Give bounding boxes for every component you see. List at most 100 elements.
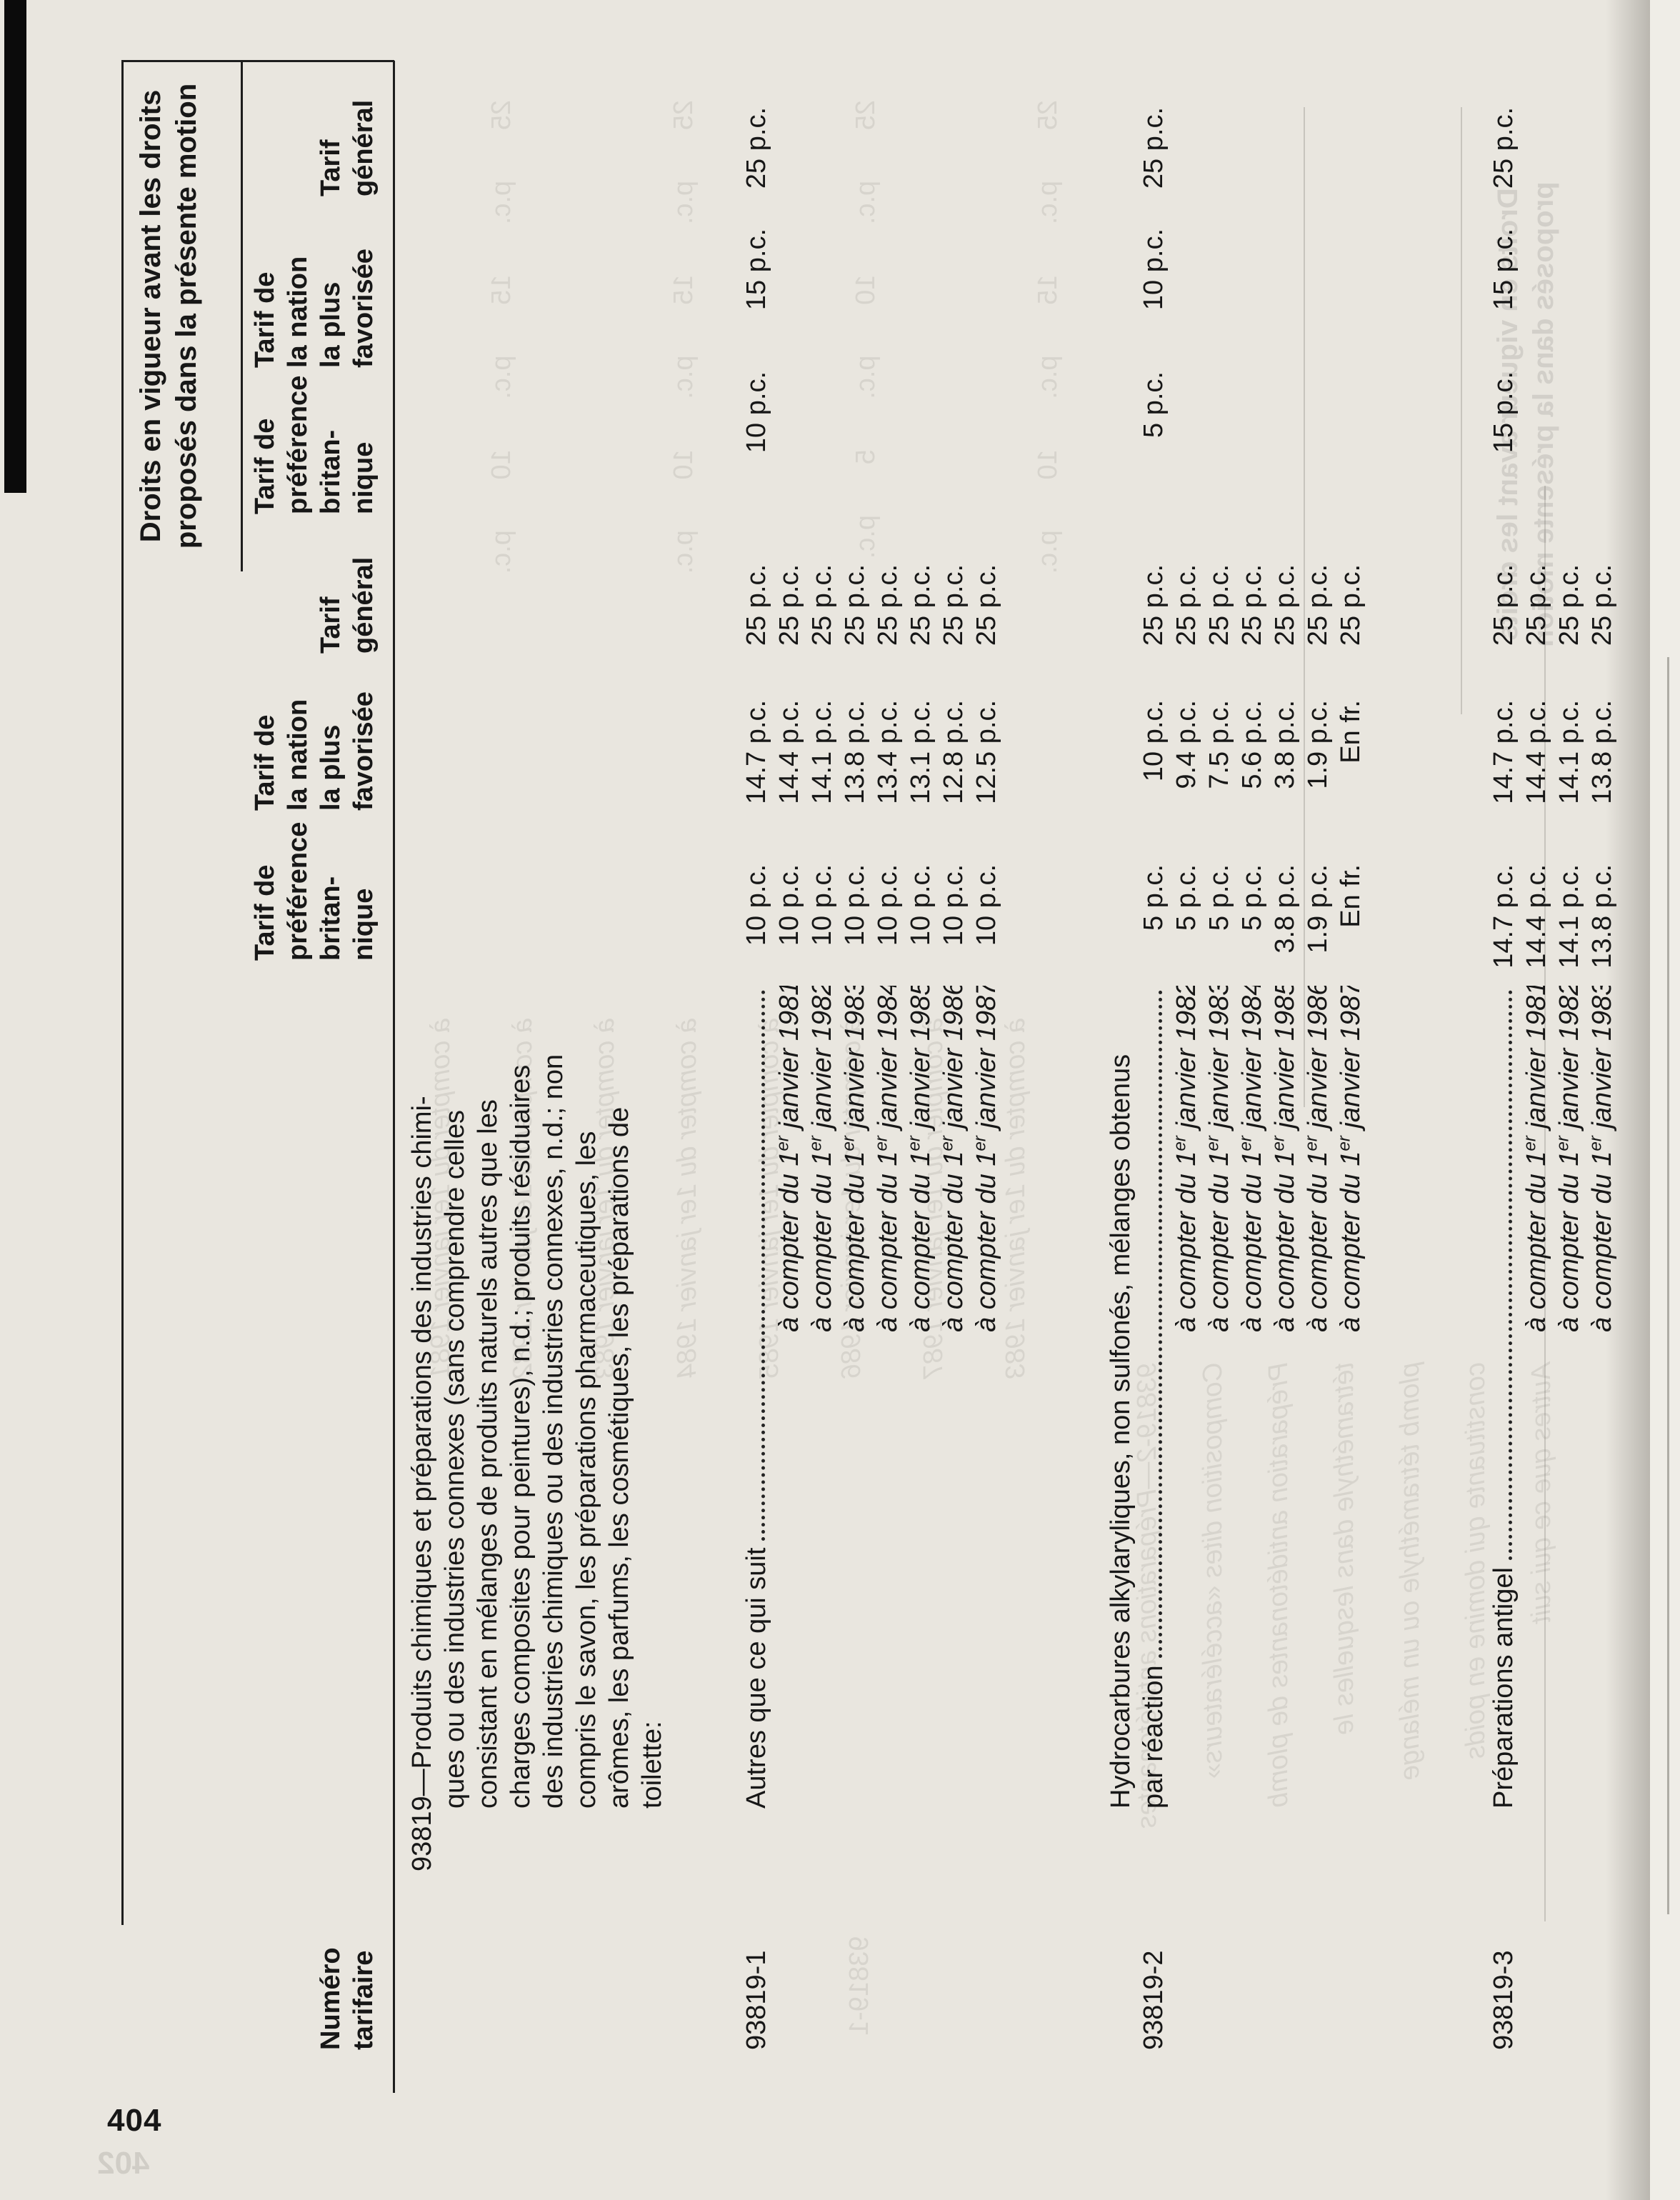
page-number: 404 [107, 2103, 162, 2138]
proposed-general-rate: 25 p.c. [840, 564, 870, 646]
proposed-mfn-rate: 3.8 p.c. [1270, 700, 1300, 789]
row-description: à compter du 1er janvier 1985 [904, 986, 937, 1871]
proposed-general-rate: 25 p.c. [971, 564, 1001, 646]
row-description: à compter du 1er janvier 1983 [1203, 986, 1236, 1871]
header-line: britan- [316, 429, 346, 514]
tariff-row-date: à compter du 1er janvier 1982 5 p.c. 9.4… [1170, 107, 1203, 2050]
dotted-leader [1509, 990, 1512, 1560]
tariff-row-date: à compter du 1er janvier 1985 10 p.c. 13… [904, 107, 937, 2050]
header-line: la plus [316, 281, 346, 368]
effective-date: à compter du 1er janvier 1983 [1203, 986, 1234, 1332]
tariff-number: 93819-2 [1139, 1950, 1169, 2050]
proposed-general-rate: 25 p.c. [939, 564, 969, 646]
header-line: nique [349, 888, 379, 961]
proposed-general-rate: 25 p.c. [1521, 564, 1551, 646]
proposed-mfn-rate: 7.5 p.c. [1204, 700, 1234, 789]
scan-edge-bar [4, 0, 26, 493]
date-rows-93819-2: à compter du 1er janvier 1982 5 p.c. 9.4… [1170, 107, 1367, 2050]
bleed-through-page-number: 402 [97, 2146, 150, 2181]
column-header-numero-tarifaire: Numéro tarifaire [314, 1947, 380, 2050]
proposed-mfn-rate: 12.5 p.c. [971, 700, 1001, 804]
page-edge-shadow [1606, 0, 1650, 2200]
proposed-mfn-rate: 13.4 p.c. [873, 700, 903, 804]
proposed-general-rate: 25 p.c. [1139, 564, 1169, 646]
header-line: nique [349, 441, 379, 514]
proposed-mfn-rate: 10 p.c. [1139, 700, 1169, 782]
existing-general-rate: 25 p.c. [1489, 107, 1519, 189]
header-line: la nation [283, 256, 313, 368]
proposed-british-rate: En fr. [1336, 864, 1366, 928]
proposed-british-rate: 14.4 p.c. [1521, 864, 1551, 969]
proposed-mfn-rate: 14.7 p.c. [1489, 700, 1519, 804]
tariff-number: 93819-3 [1489, 1950, 1519, 2050]
description-line: arômes, les parfums, les cosmétiques, le… [604, 1106, 634, 1809]
proposed-british-rate: 5 p.c. [1139, 864, 1169, 931]
row-description: à compter du 1er janvier 1983 [839, 986, 871, 1871]
proposed-british-rate: 10 p.c. [971, 864, 1001, 946]
tariff-row-date: à compter du 1er janvier 1983 10 p.c. 13… [839, 107, 871, 2050]
row-description: à compter du 1er janvier 1984 [1236, 986, 1269, 1871]
header-line: préférence [283, 821, 313, 961]
proposed-general-rate: 25 p.c. [1303, 564, 1333, 646]
proposed-british-rate: 10 p.c. [906, 864, 936, 946]
header-line: préférence [283, 375, 313, 514]
tariff-row-date: à compter du 1er janvier 1984 5 p.c. 5.6… [1236, 107, 1269, 2050]
header-line: Tarif [316, 596, 346, 654]
description-line: consistant en mélanges de produits natur… [473, 1099, 503, 1809]
existing-general-rate: 25 p.c. [1139, 107, 1169, 189]
proposed-general-rate: 25 p.c. [1336, 564, 1366, 646]
row-description: Autres que ce qui suit [740, 986, 773, 1871]
effective-date: à compter du 1er janvier 1981 [773, 986, 804, 1332]
row-description: à compter du 1er janvier 1984 [871, 986, 904, 1871]
proposed-mfn-rate: 14.7 p.c. [741, 700, 771, 804]
proposed-mfn-rate: En fr. [1336, 700, 1366, 764]
proposed-mfn-rate: 14.1 p.c. [807, 700, 837, 804]
effective-date: à compter du 1er janvier 1985 [1269, 986, 1300, 1332]
column-header-existing-british-preference: Tarif de préférence britan- nique [249, 376, 380, 514]
proposed-mfn-rate: 13.8 p.c. [840, 700, 870, 804]
tariff-row-base: 93819-2 par réaction 5 p.c. 10 p.c. 25 p… [1137, 107, 1170, 2050]
proposed-british-rate: 10 p.c. [741, 864, 771, 946]
row-description: à compter du 1er janvier 1986 [1301, 986, 1334, 1871]
header-line: favorisée [349, 691, 379, 811]
tariff-number: 93819-1 [741, 1950, 771, 2050]
proposed-mfn-rate: 9.4 p.c. [1171, 700, 1201, 789]
proposed-british-rate: 10 p.c. [774, 864, 804, 946]
description-line: charges composites pour peintures), n.d.… [506, 1064, 536, 1809]
header-line: général [349, 556, 379, 654]
rights-title-line: proposés dans la présente motion [171, 83, 202, 549]
existing-mfn-rate: 15 p.c. [741, 229, 771, 311]
existing-british-rate: 5 p.c. [1139, 371, 1169, 438]
proposed-general-rate: 25 p.c. [906, 564, 936, 646]
column-header-proposed-most-favoured-nation: Tarif de la nation la plus favorisée [249, 691, 380, 811]
tariff-row-date: à compter du 1er janvier 1981 10 p.c. 14… [773, 107, 806, 2050]
date-rows-93819-3: à compter du 1er janvier 1981 14.4 p.c. … [1520, 107, 1619, 2050]
proposed-general-rate: 25 p.c. [1489, 564, 1519, 646]
column-header-existing-general-tariff: Tarif général [314, 100, 380, 196]
column-header-existing-most-favoured-nation: Tarif de la nation la plus favorisée [249, 249, 380, 368]
proposed-mfn-rate: 12.8 p.c. [939, 700, 969, 804]
table-top-rule [121, 61, 124, 1925]
proposed-general-rate: 25 p.c. [807, 564, 837, 646]
proposed-british-rate: 5 p.c. [1171, 864, 1201, 931]
effective-date: à compter du 1er janvier 1982 [806, 986, 837, 1332]
existing-general-rate: 25 p.c. [741, 107, 771, 189]
tariff-row-date: à compter du 1er janvier 1986 10 p.c. 12… [937, 107, 970, 2050]
header-line: tarifaire [349, 1950, 379, 2050]
proposed-british-rate: 10 p.c. [873, 864, 903, 946]
header-line: général [349, 99, 379, 196]
page-edge-line [1667, 657, 1669, 1914]
rights-in-force-title: Droits en vigueur avant les droits propo… [133, 62, 204, 570]
column-header-proposed-british-preference: Tarif de préférence britan- nique [249, 822, 380, 961]
tariff-row-date: à compter du 1er janvier 1987 En fr. En … [1334, 107, 1367, 2050]
row-heading: Préparations antigel [1489, 1567, 1519, 1809]
description-line: ques ou des industries connexes (sans co… [440, 1110, 470, 1809]
date-rows-93819-1: à compter du 1er janvier 1981 10 p.c. 14… [773, 107, 1003, 2050]
row-heading: Autres que ce qui suit [741, 1547, 771, 1809]
proposed-general-rate: 25 p.c. [1204, 564, 1234, 646]
row-description: à compter du 1er janvier 1981 [1520, 986, 1553, 1871]
proposed-mfn-rate: 14.1 p.c. [1554, 700, 1584, 804]
tariff-row-date: à compter du 1er janvier 1984 10 p.c. 13… [871, 107, 904, 2050]
